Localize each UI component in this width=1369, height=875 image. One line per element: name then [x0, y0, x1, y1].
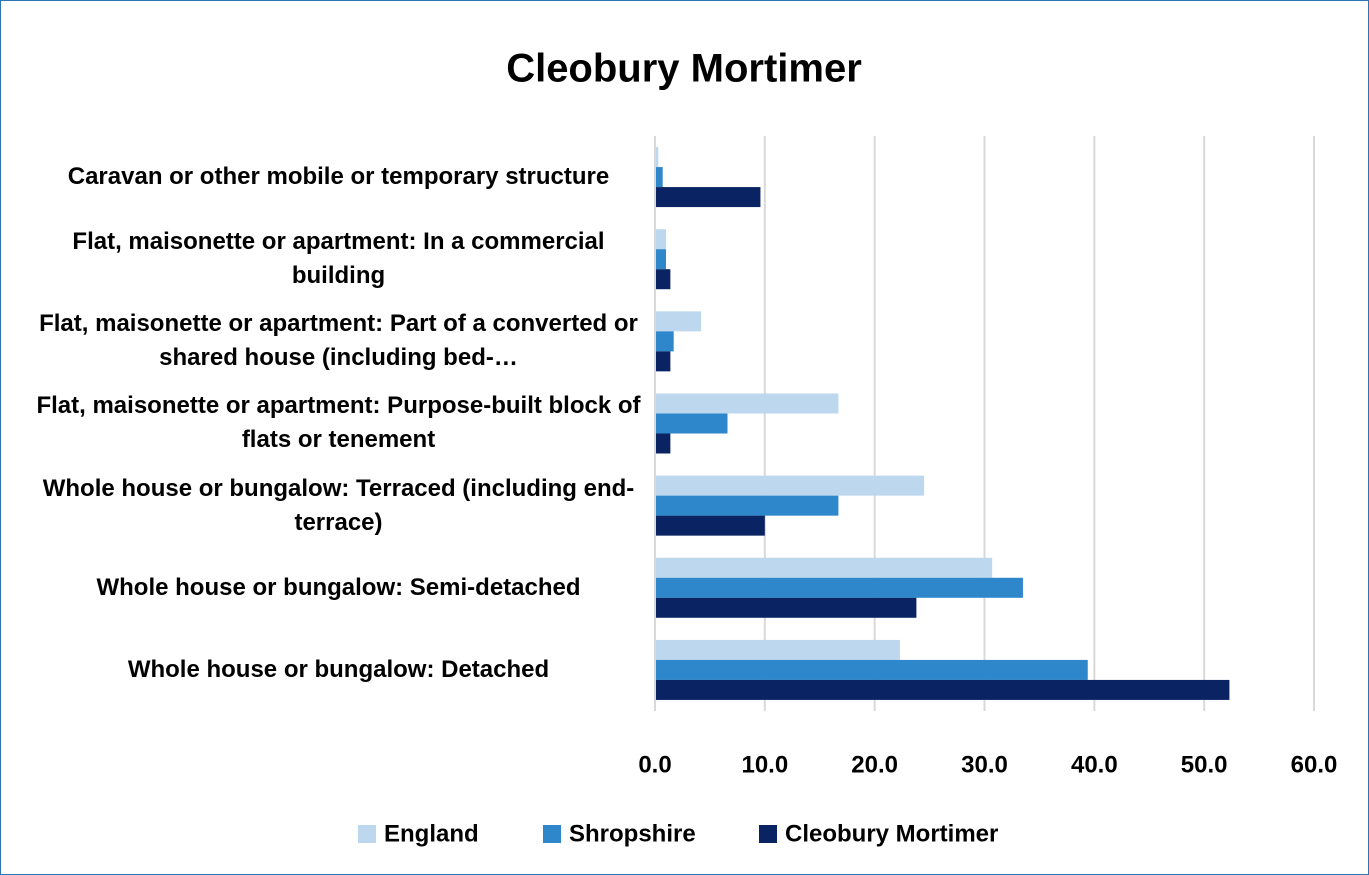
y-tick-label: Caravan or other mobile or temporary str…	[67, 163, 610, 191]
x-tick-label: 40.0	[1071, 751, 1118, 778]
x-tick-label: 20.0	[851, 751, 898, 778]
bar	[655, 577, 1023, 598]
bar	[655, 639, 900, 660]
y-tick-label: Flat, maisonette or apartment: Part of a…	[39, 310, 638, 372]
bar	[655, 249, 666, 270]
x-tick-label: 50.0	[1181, 751, 1228, 778]
bar	[655, 515, 765, 536]
bar	[655, 475, 925, 496]
legend-swatch	[543, 825, 561, 843]
legend-swatch	[759, 825, 777, 843]
y-tick-label: Flat, maisonette or apartment: In a comm…	[72, 228, 605, 290]
legend-swatch	[358, 825, 376, 843]
bar	[655, 187, 761, 208]
bar	[655, 167, 663, 188]
bar	[655, 679, 1230, 700]
bar	[655, 557, 993, 578]
bar	[655, 269, 671, 290]
bar	[655, 433, 671, 454]
x-tick-label: 10.0	[741, 751, 788, 778]
y-tick-label: Whole house or bungalow: Semi-detached	[96, 573, 581, 601]
chart-title: Cleobury Mortimer	[506, 47, 862, 91]
x-tick-label: 0.0	[638, 751, 671, 778]
bar	[655, 311, 702, 332]
x-tick-label: 30.0	[961, 751, 1008, 778]
x-tick-label: 60.0	[1291, 751, 1338, 778]
bar	[655, 351, 671, 372]
bar	[655, 393, 839, 414]
bar	[655, 147, 659, 168]
bar	[655, 495, 839, 516]
bar	[655, 597, 917, 618]
bar	[655, 659, 1088, 680]
y-tick-label: Whole house or bungalow: Terraced (inclu…	[42, 474, 635, 536]
legend-label: England	[384, 820, 479, 847]
bar	[655, 229, 666, 250]
bar	[655, 331, 674, 352]
y-tick-label: Whole house or bungalow: Detached	[127, 655, 550, 683]
bar	[655, 413, 728, 434]
legend-label: Cleobury Mortimer	[785, 820, 998, 847]
y-tick-label: Flat, maisonette or apartment: Purpose-b…	[36, 392, 641, 454]
legend-label: Shropshire	[569, 820, 696, 847]
